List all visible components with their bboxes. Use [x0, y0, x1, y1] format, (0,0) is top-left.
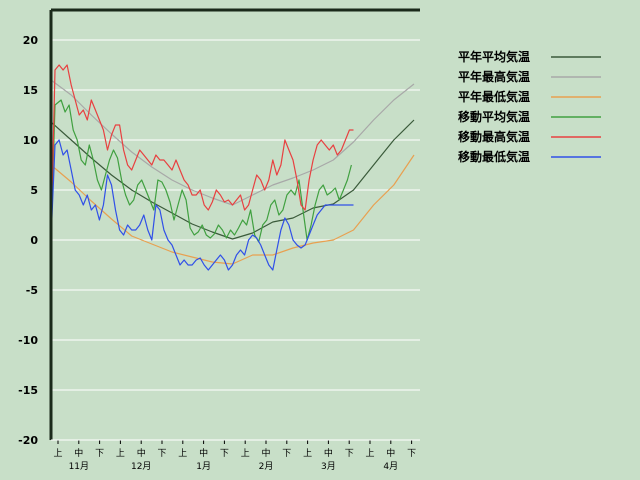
y-tick-label: -15 [18, 384, 38, 397]
y-axis-ticks: 20 15 10 5 0 -5 -10 -15 -20 [18, 34, 38, 447]
legend-label: 平年最高気温 [458, 69, 530, 84]
series-line-5 [50, 64, 354, 241]
x-tick-label: 中 [324, 447, 333, 459]
month-label: 2月 [259, 461, 274, 472]
x-tick-label: 上 [116, 448, 125, 459]
y-tick-label: -10 [18, 334, 38, 347]
x-tick-label: 中 [386, 447, 395, 459]
legend-label: 平年平均気温 [458, 49, 530, 64]
x-tick-label: 下 [95, 449, 104, 459]
x-tick-label: 上 [53, 448, 62, 459]
month-label: 1月 [196, 461, 211, 472]
x-tick-label: 下 [157, 449, 166, 459]
x-tick-label: 上 [303, 448, 312, 459]
x-tick-label: 中 [74, 447, 83, 459]
x-tick-label: 中 [261, 447, 270, 459]
month-label: 11月 [69, 461, 89, 472]
legend-label: 移動最高気温 [458, 129, 530, 144]
series-line-4 [50, 99, 352, 243]
y-tick-label: -20 [18, 434, 38, 447]
y-tick-label: 10 [23, 134, 39, 147]
y-tick-label: 5 [30, 184, 38, 197]
x-tick-label: 上 [365, 448, 374, 459]
legend-label: 平年最低気温 [458, 89, 530, 104]
x-tick-label: 下 [282, 449, 291, 459]
series-line-6 [50, 139, 354, 271]
x-tick-label: 下 [407, 449, 416, 459]
x-tick-label: 下 [220, 449, 229, 459]
x-tick-label: 上 [178, 448, 187, 459]
x-tick-label: 下 [345, 449, 354, 459]
x-tick-label: 中 [199, 447, 208, 459]
y-tick-label: 15 [23, 84, 38, 97]
series-line-1 [50, 119, 415, 240]
x-tick-label: 中 [137, 447, 146, 459]
month-label: 3月 [321, 461, 336, 472]
y-tick-label: 20 [23, 34, 39, 47]
series-lines [50, 64, 415, 271]
legend-label: 移動最低気温 [458, 149, 530, 164]
month-label: 4月 [383, 461, 398, 472]
axes [49, 8, 420, 441]
y-tick-label: 0 [30, 234, 38, 247]
y-tick-label: -5 [26, 284, 38, 297]
x-tick-label: 上 [241, 448, 250, 459]
x-axis-ticks: 上中下上中下上中下上中下上中下上中下11月 12月 1月 2月 3月 4月 [53, 440, 416, 472]
month-label: 12月 [131, 461, 151, 472]
legend-label: 移動平均気温 [458, 109, 530, 124]
